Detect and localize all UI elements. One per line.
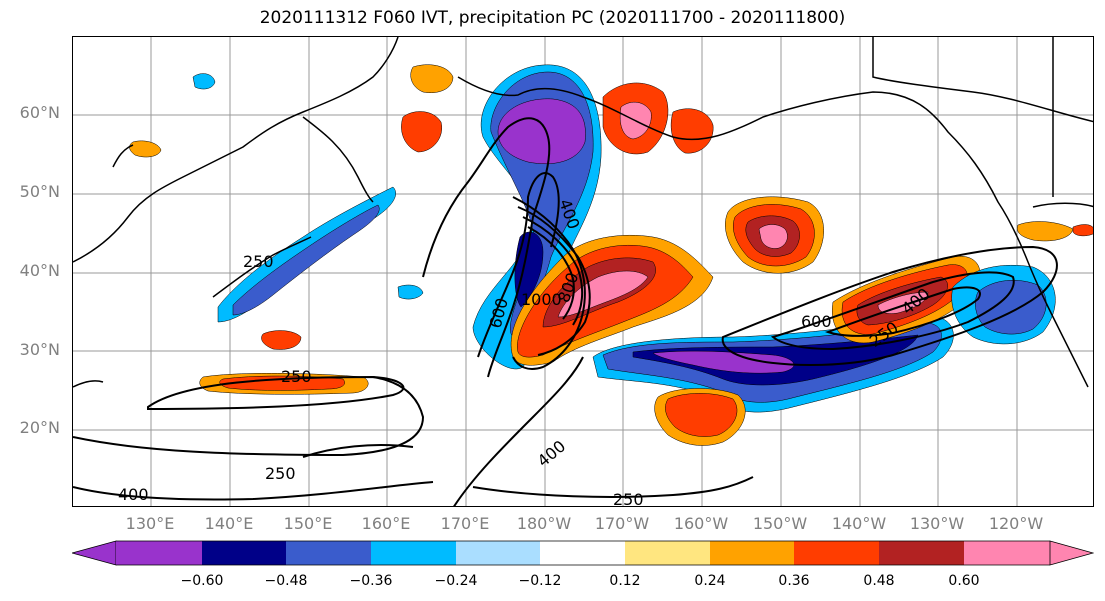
- colorbar-tick-neg036: −0.36: [349, 573, 393, 589]
- lon-label-140w: 140°W: [831, 514, 887, 533]
- contour-label-250b: 250: [243, 252, 274, 271]
- lon-label-120w: 120°W: [988, 514, 1044, 533]
- lon-label-160w: 160°W: [673, 514, 729, 533]
- colorbar-arrow-left: [72, 540, 117, 566]
- contour-label-250d: 250: [613, 490, 644, 507]
- lon-label-170e: 170°E: [440, 514, 490, 533]
- lat-label-20n: 20°N: [19, 418, 60, 437]
- colorbar-tick-024: 0.24: [694, 573, 726, 589]
- negative-anomaly-bering-core: [497, 98, 586, 165]
- colorbar-segment-10: [964, 541, 1050, 565]
- lon-label-140e: 140°E: [204, 514, 254, 533]
- colorbar-segment-9: [879, 541, 964, 565]
- colorbar-tick-036: 0.36: [778, 573, 810, 589]
- map-canvas: 250 250 250 250 250 400 400 400 400 600 …: [73, 37, 1093, 507]
- colorbar-tick-048: 0.48: [863, 573, 895, 589]
- colorbar-segment-6: [625, 541, 710, 565]
- lon-label-130w: 130°W: [909, 514, 965, 533]
- contour-label-400a: 400: [118, 485, 149, 504]
- map-panel: 250 250 250 250 250 400 400 400 400 600 …: [72, 36, 1094, 507]
- colorbar-segment-8: [794, 541, 879, 565]
- coastlines: [73, 37, 1093, 388]
- colorbar: [72, 540, 1094, 566]
- colorbar-segment-1: [202, 541, 286, 565]
- lon-label-130e: 130°E: [125, 514, 175, 533]
- contour-label-250c: 250: [265, 464, 296, 483]
- lon-label-150w: 150°W: [752, 514, 808, 533]
- lat-label-50n: 50°N: [19, 182, 60, 201]
- colorbar-tick-060: 0.60: [948, 573, 980, 589]
- colorbar-tick-neg024: −0.24: [434, 573, 478, 589]
- contour-label-400b: 400: [534, 437, 570, 471]
- colorbar-tick-012: 0.12: [609, 573, 641, 589]
- contour-label-600b: 600: [801, 312, 832, 331]
- colorbar-segment-5: [540, 541, 625, 565]
- colorbar-tick-neg060: −0.60: [180, 573, 224, 589]
- contour-label-1000: 1000: [521, 290, 562, 309]
- colorbar-segment-2: [286, 541, 371, 565]
- lat-label-60n: 60°N: [19, 103, 60, 122]
- lon-label-170w: 170°W: [594, 514, 650, 533]
- colorbar-segment-0: [116, 541, 202, 565]
- lat-label-40n: 40°N: [19, 261, 60, 280]
- colorbar-tick-neg048: −0.48: [264, 573, 308, 589]
- lon-label-160e: 160°E: [361, 514, 411, 533]
- ivt-contours: [73, 117, 1058, 506]
- colorbar-segment-4: [456, 541, 540, 565]
- map-title: 2020111312 F060 IVT, precipitation PC (2…: [259, 8, 846, 28]
- lon-label-180w: 180°W: [516, 514, 572, 533]
- lat-label-30n: 30°N: [19, 340, 60, 359]
- colorbar-tick-neg012: −0.12: [518, 573, 562, 589]
- colorbar-arrow-right: [1049, 540, 1094, 566]
- lon-label-150e: 150°E: [283, 514, 333, 533]
- colorbar-segment-3: [371, 541, 456, 565]
- contour-label-250a: 250: [281, 367, 312, 386]
- colorbar-segment-7: [710, 541, 794, 565]
